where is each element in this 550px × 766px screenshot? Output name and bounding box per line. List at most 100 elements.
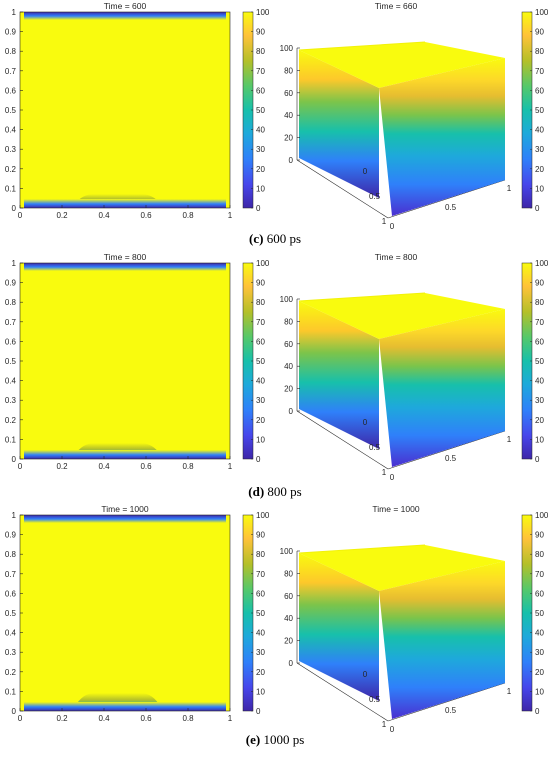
y-tick-label: 0.6: [5, 86, 17, 95]
x-tick-label: 0.2: [56, 714, 68, 723]
z-tick-label: 20: [284, 134, 293, 143]
x-tick-label: 0.4: [98, 714, 110, 723]
colorbar-tick-label: 90: [535, 531, 544, 540]
panel-caption: (d) 800 ps: [248, 484, 301, 499]
x-tick-label: 0.4: [98, 211, 110, 220]
z-tick-label: 60: [284, 592, 293, 601]
colorbar-tick-label: 70: [256, 570, 265, 579]
x-tick-label: 0.5: [369, 695, 381, 704]
x-axis-line: [296, 159, 389, 219]
surface-left-wall: [299, 301, 379, 449]
colorbar-tick-label: 60: [535, 86, 544, 95]
y-axis-line: [387, 430, 506, 470]
y-tick-label: 0.5: [445, 706, 457, 715]
y-tick-label: 1: [507, 687, 512, 696]
z-tick-label: 100: [280, 44, 294, 53]
y-tick-label: 0.8: [5, 550, 17, 559]
colorbar-tick-label: 50: [535, 106, 544, 115]
colorbar-tick-label: 90: [256, 28, 265, 37]
colorbar-tick-label: 20: [256, 668, 265, 677]
colorbar-tick-label: 20: [535, 165, 544, 174]
colorbar-tick-label: 60: [535, 337, 544, 346]
y-tick-label: 0.5: [445, 454, 457, 463]
colorbar-tick-label: 30: [535, 648, 544, 657]
y-tick-label: 1: [12, 8, 17, 17]
colorbar-tick-label: 70: [535, 318, 544, 327]
y-tick-label: 0.7: [5, 67, 17, 76]
colorbar-tick-label: 80: [256, 550, 265, 559]
panel-row-1: Time = 80000.10.20.30.40.50.60.70.80.910…: [5, 252, 549, 499]
colorbar-tick-label: 90: [535, 28, 544, 37]
x-tick-label: 0: [363, 670, 368, 679]
colorbar-tick-label: 100: [535, 259, 549, 268]
colorbar-tick-label: 50: [256, 609, 265, 618]
z-tick-label: 20: [284, 385, 293, 394]
caption-label: (c): [249, 231, 263, 246]
y-tick-label: 0.4: [5, 377, 17, 386]
colorbar-tick-label: 0: [535, 707, 540, 716]
colorbar-tick-label: 60: [256, 337, 265, 346]
z-tick-label: 0: [289, 659, 294, 668]
colorbar-tick-label: 40: [256, 126, 265, 135]
surface-top: [299, 42, 505, 88]
colorbar-tick-label: 100: [256, 8, 270, 17]
x-tick-label: 1: [382, 468, 387, 477]
z-tick-label: 80: [284, 569, 293, 578]
heatmap-plot: Time = 1000 0 0.1 0.2 0.3 0.4 0.5 0.6 0.7 0.8 0.9 1…: [5, 504, 233, 723]
x-tick-label: 0.2: [56, 211, 68, 220]
y-tick-label: 0: [390, 725, 395, 734]
colorbar-map: 0 10 20 30 40 50 60 70 80 90 100: [242, 511, 270, 716]
colorbar-tick-label: 20: [535, 668, 544, 677]
x-axis-line: [296, 662, 389, 722]
heatmap-interior: [20, 12, 230, 208]
colorbar-tick-label: 20: [535, 416, 544, 425]
z-tick-label: 60: [284, 340, 293, 349]
surface-top: [299, 545, 505, 591]
colorbar-tick-label: 10: [535, 687, 544, 696]
colorbar-tick-label: 40: [256, 377, 265, 386]
y-tick-label: 0.5: [5, 357, 17, 366]
surface-left-wall: [299, 553, 379, 701]
heatmap-bottom-edge: [24, 199, 226, 208]
y-tick-label: 0.5: [5, 106, 17, 115]
x-tick-label: 0: [18, 462, 23, 471]
y-tick-label: 0: [12, 707, 17, 716]
colorbar-tick-label: 50: [256, 106, 265, 115]
colorbar-tick-label: 0: [535, 204, 540, 213]
caption-time: 600 ps: [263, 231, 301, 246]
colorbar-tick-label: 30: [535, 396, 544, 405]
heatmap-plot: Time = 800 0 0.1 0.2 0.3 0.4 0.5 0.6 0.7 0.8 0.9 1 0…: [5, 252, 233, 471]
colorbar-surface: 0 10 20 30 40 50 60 70 80 90 100: [521, 8, 549, 213]
y-tick-label: 0.6: [5, 589, 17, 598]
caption-time: 1000 ps: [260, 732, 304, 747]
colorbar-tick-label: 50: [535, 609, 544, 618]
colorbar-tick-label: 40: [535, 629, 544, 638]
x-tick-label: 0.8: [182, 462, 194, 471]
z-tick-label: 0: [289, 407, 294, 416]
heatmap-interior: [20, 515, 230, 711]
colorbar-tick-label: 30: [535, 145, 544, 154]
z-tick-label: 40: [284, 111, 293, 120]
surface-front-wall: [379, 309, 505, 467]
x-tick-label: 1: [228, 211, 233, 220]
y-tick-label: 0.7: [5, 318, 17, 327]
x-tick-label: 0.6: [140, 714, 152, 723]
heatmap-top-edge: [24, 12, 226, 20]
y-tick-label: 0: [390, 473, 395, 482]
y-axis-line: [387, 682, 506, 722]
y-axis-line: [387, 179, 506, 219]
heatmap-top-edge: [24, 263, 226, 271]
y-tick-label: 0.2: [5, 165, 17, 174]
colorbar-tick-label: 90: [256, 531, 265, 540]
y-tick-label: 0.1: [5, 435, 17, 444]
x-tick-label: 0.2: [56, 462, 68, 471]
colorbar-tick-label: 50: [256, 357, 265, 366]
x-tick-label: 0.8: [182, 714, 194, 723]
surface-top-edge: [298, 292, 426, 302]
colorbar-tick-label: 70: [535, 67, 544, 76]
colorbar-tick-label: 90: [535, 279, 544, 288]
colorbar-tick-label: 70: [256, 67, 265, 76]
x-tick-label: 0.8: [182, 211, 194, 220]
